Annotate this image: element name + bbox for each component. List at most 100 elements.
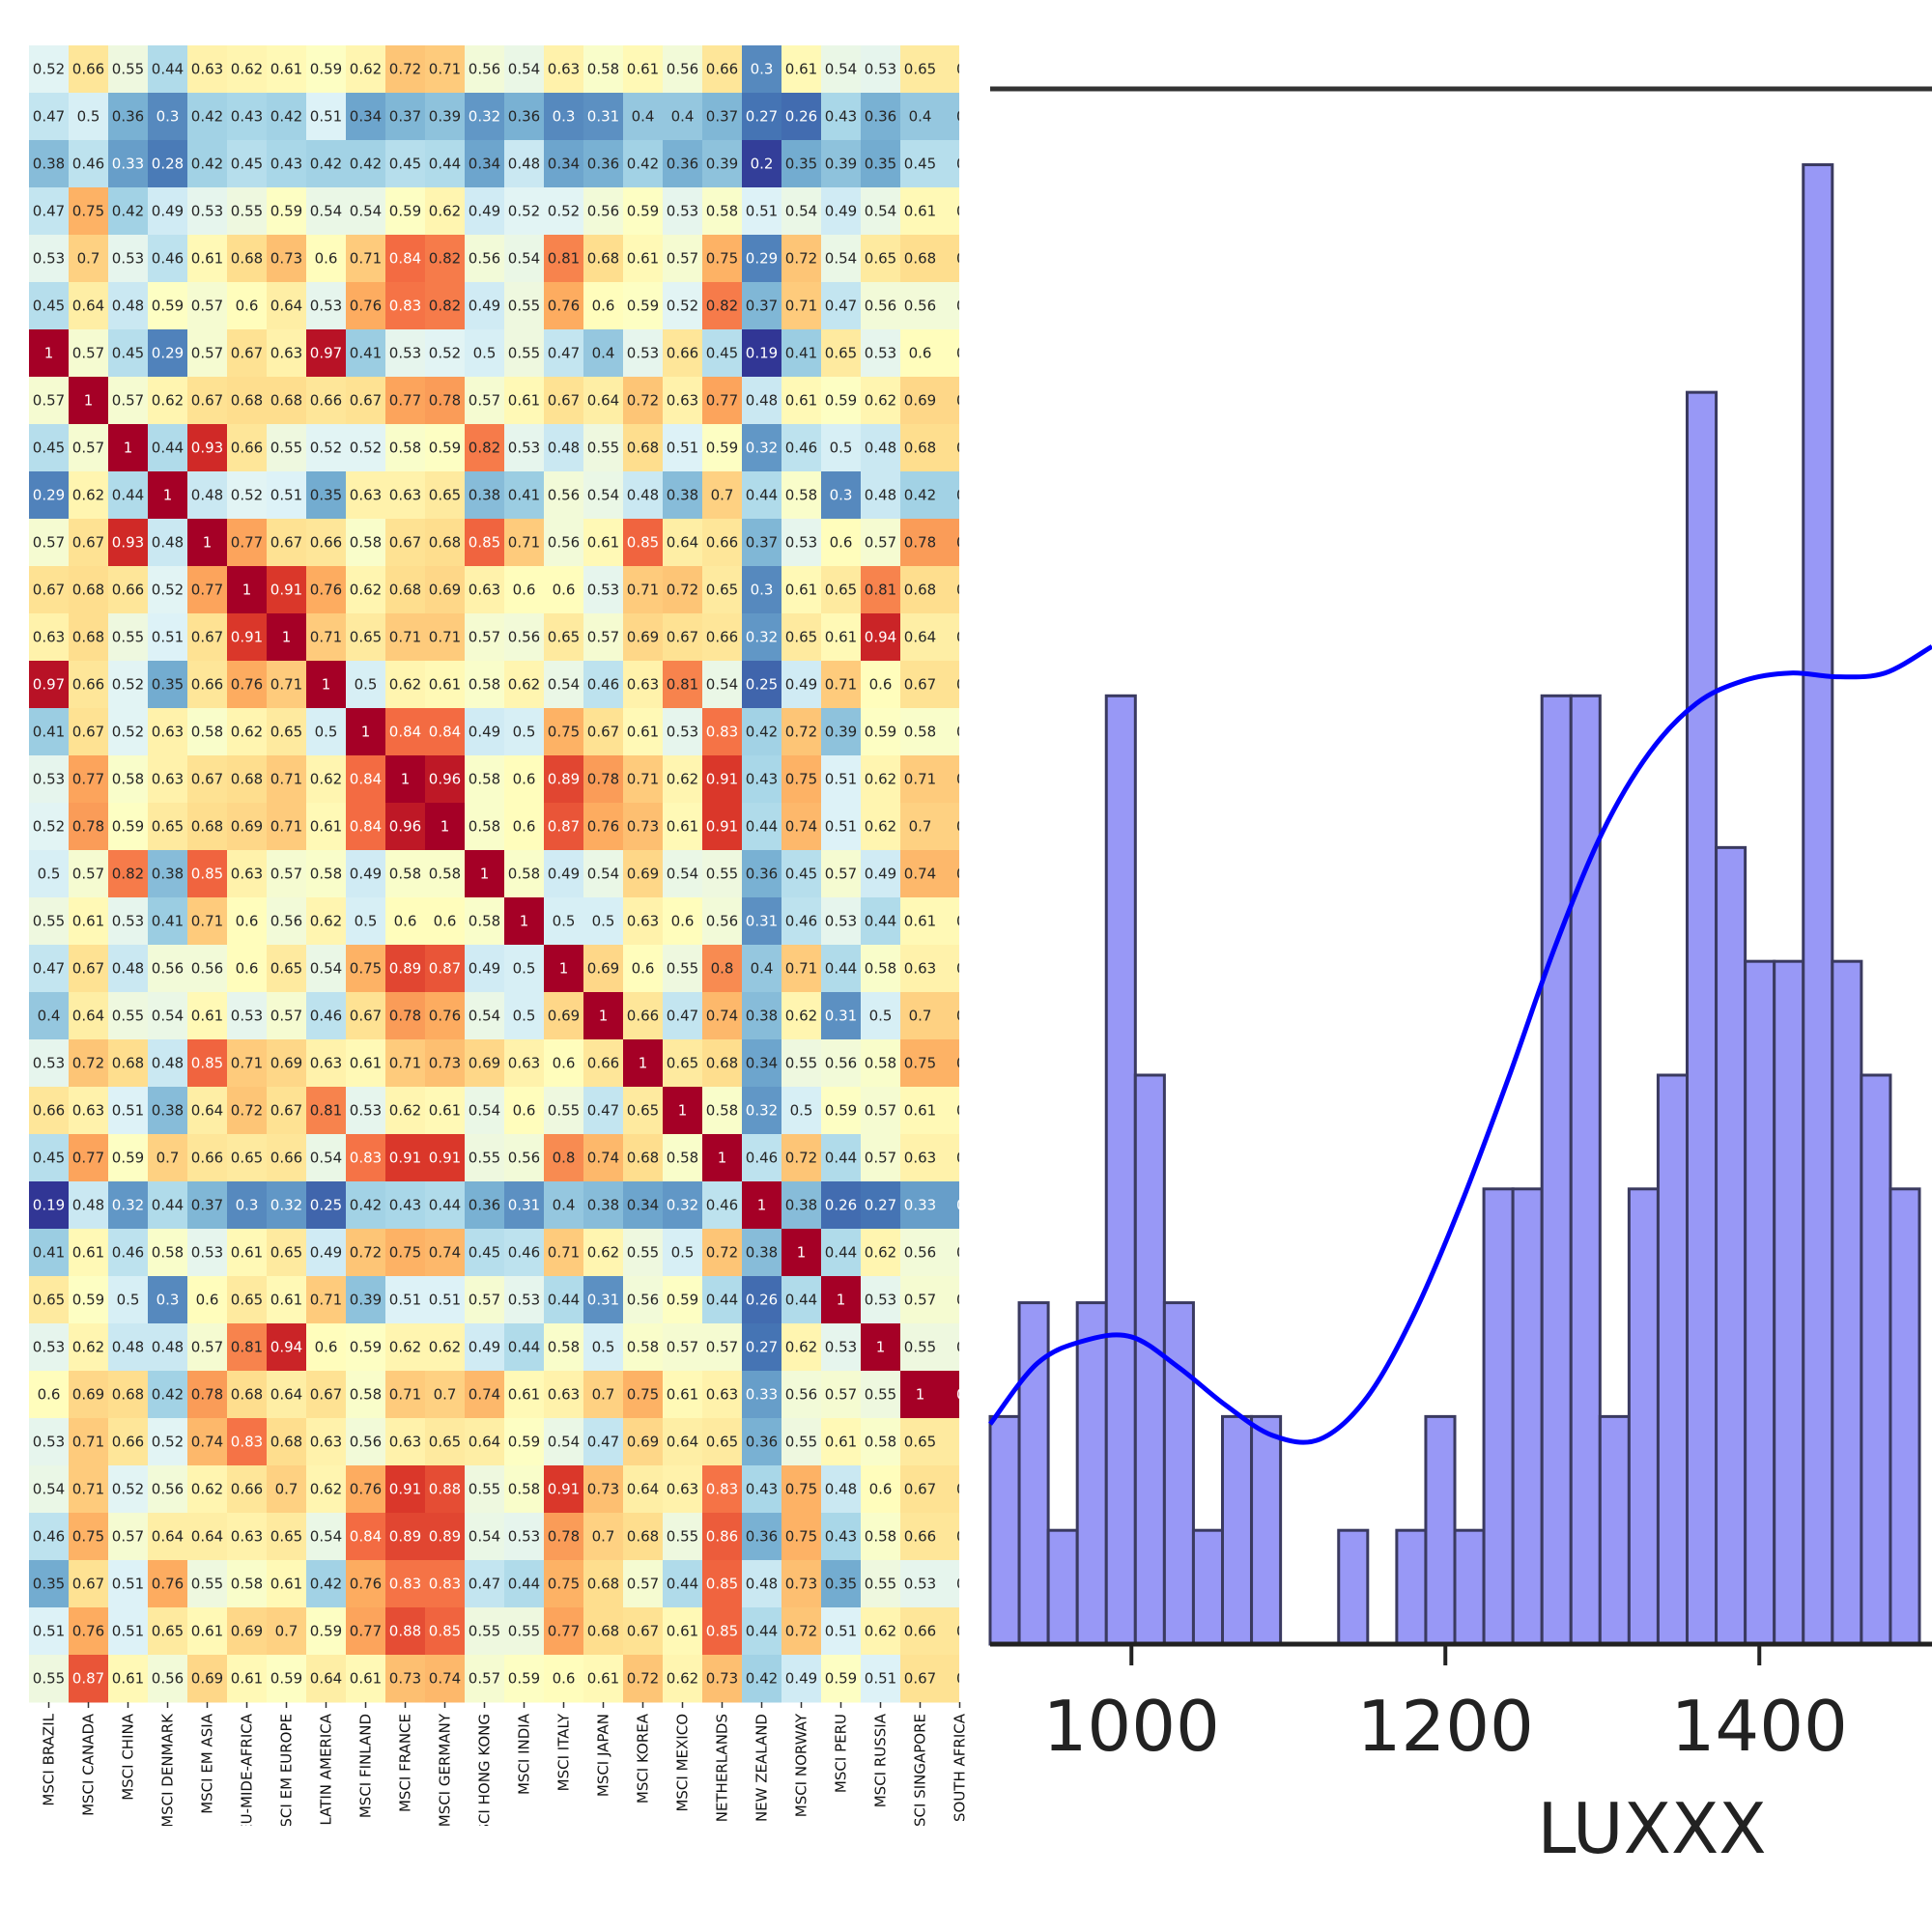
heatmap-cell-label: 0.38	[667, 487, 698, 504]
heatmap-cell-label: 0.63	[548, 61, 580, 78]
heatmap-cell	[108, 803, 149, 851]
heatmap-cell	[504, 140, 545, 188]
heatmap-cell	[69, 471, 109, 520]
heatmap-cell	[821, 282, 862, 330]
heatmap-cell-label: 0.5	[553, 913, 576, 930]
heatmap-cell-label: 0.76	[310, 582, 342, 599]
heatmap-cell	[900, 1513, 941, 1561]
heatmap-cell	[29, 566, 70, 614]
heatmap-cell	[663, 566, 703, 614]
heatmap-cell-label: 0.36	[469, 1197, 500, 1214]
heatmap-cell-label: 0.73	[389, 1670, 421, 1688]
heatmap-cell	[623, 1134, 664, 1182]
heatmap-cell-label: 0.44	[508, 1576, 540, 1593]
heatmap-cell	[900, 708, 941, 756]
heatmap-cell-label: 0.35	[33, 1576, 65, 1593]
heatmap-cell	[385, 661, 426, 709]
heatmap-cell	[346, 1323, 386, 1372]
heatmap-cell	[69, 1276, 109, 1324]
heatmap-cell	[346, 992, 386, 1040]
heatmap-cell	[29, 1513, 70, 1561]
heatmap-cell	[306, 1229, 347, 1277]
heatmap-cell	[861, 850, 901, 898]
heatmap-cell	[425, 1276, 466, 1324]
heatmap-cell-label: 0.58	[508, 866, 540, 883]
heatmap-cell	[821, 424, 862, 472]
heatmap-cell	[702, 613, 743, 662]
heatmap-cell	[267, 755, 307, 804]
heatmap-cell	[69, 897, 109, 946]
heatmap-cell-label: 0.57	[469, 1670, 500, 1688]
heatmap-cell	[504, 1134, 545, 1182]
heatmap-cell-label: 0.57	[865, 1102, 896, 1120]
heatmap-cell-label: 0.68	[389, 582, 421, 599]
heatmap-cell	[108, 1513, 149, 1561]
heatmap-cell-label: 0.5	[38, 866, 61, 883]
heatmap-cell-label: 0.76	[429, 1008, 461, 1025]
heatmap-cell	[29, 1323, 70, 1372]
heatmap-cell	[663, 282, 703, 330]
heatmap-cell-label: 0.87	[72, 1670, 104, 1688]
heatmap-cell-label: 0.57	[904, 1292, 936, 1309]
heatmap-cell-label: 0.59	[865, 724, 896, 741]
heatmap-cell	[504, 471, 545, 520]
heatmap-cell-label: 0.53	[508, 440, 540, 457]
heatmap-cell-label: 0.46	[746, 1150, 778, 1167]
heatmap-cell-label: 0.44	[746, 818, 778, 836]
heatmap-cell-label: 0.55	[508, 298, 540, 315]
heatmap-cell-label: 0.46	[785, 440, 817, 457]
heatmap-cell	[69, 1039, 109, 1088]
heatmap-cell	[385, 1560, 426, 1608]
heatmap-cell	[861, 803, 901, 851]
heatmap-cell-label: 0.68	[231, 392, 263, 410]
heatmap-cell	[148, 897, 188, 946]
heatmap-cell-label: 0.58	[389, 440, 421, 457]
heatmap-cell	[623, 471, 664, 520]
heatmap-cell-label: 0.46	[152, 250, 184, 268]
heatmap-cell	[544, 945, 584, 993]
heatmap-cell	[583, 1323, 624, 1372]
heatmap-cell-label: 0.67	[72, 960, 104, 978]
heatmap-cell-label: 0.63	[469, 582, 500, 599]
heatmap-cell-label: 0.73	[785, 1576, 817, 1593]
heatmap-cell-label: 0.42	[904, 487, 936, 504]
heatmap-cell	[227, 803, 268, 851]
heatmap-cell-label: 0.56	[548, 487, 580, 504]
heatmap-cell	[623, 1229, 664, 1277]
heatmap-cell-label: 0.8	[553, 1150, 576, 1167]
heatmap-cell	[861, 613, 901, 662]
heatmap-cell	[861, 661, 901, 709]
heatmap-cell	[544, 850, 584, 898]
heatmap-cell	[267, 1371, 307, 1419]
heatmap-cell	[781, 140, 822, 188]
heatmap-cell-label: 0.59	[706, 440, 738, 457]
heatmap-cell	[821, 140, 862, 188]
heatmap-cell	[306, 377, 347, 425]
heatmap-cell-label: 0.63	[627, 913, 659, 930]
heatmap-cell-label: 0.75	[785, 771, 817, 788]
heatmap-cell-label: 0.73	[627, 818, 659, 836]
heatmap-cell	[583, 897, 624, 946]
heatmap-cell	[702, 1607, 743, 1656]
heatmap-cell	[900, 1560, 941, 1608]
heatmap-cell-label: 0.59	[667, 1292, 698, 1309]
heatmap-cell	[306, 945, 347, 993]
heatmap-cell	[385, 708, 426, 756]
heatmap-cell	[267, 803, 307, 851]
heatmap-cell-label: 0.91	[231, 629, 263, 646]
heatmap-cell	[267, 235, 307, 283]
heatmap-cell	[227, 850, 268, 898]
heatmap-cell	[623, 1607, 664, 1656]
heatmap-x-tick-label: MSCI NETHERLANDS	[714, 1714, 731, 1862]
heatmap-cell	[900, 755, 941, 804]
heatmap-cell	[267, 1513, 307, 1561]
heatmap-cell	[663, 661, 703, 709]
heatmap-cell	[69, 803, 109, 851]
heatmap-cell	[702, 1465, 743, 1514]
heatmap-cell-label: 0.44	[825, 960, 857, 978]
heatmap-cell-label: 0.75	[548, 724, 580, 741]
heatmap-cell-label: 0.69	[627, 866, 659, 883]
heatmap-cell	[781, 93, 822, 141]
heatmap-cell	[821, 1560, 862, 1608]
heatmap-cell-label: 0.42	[627, 156, 659, 173]
